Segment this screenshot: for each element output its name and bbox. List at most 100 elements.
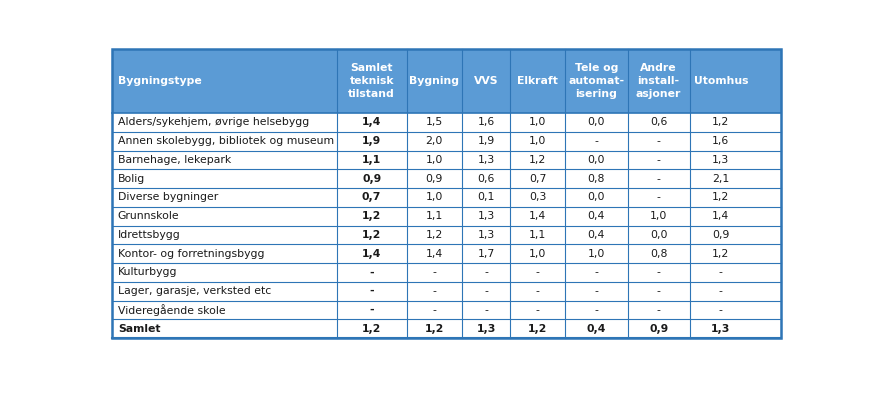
Text: 1,3: 1,3 <box>712 324 731 334</box>
Text: -: - <box>657 192 661 202</box>
Text: 1,9: 1,9 <box>362 136 381 146</box>
Text: -: - <box>719 305 723 315</box>
Text: 1,4: 1,4 <box>529 211 547 221</box>
Text: 0,0: 0,0 <box>588 155 605 165</box>
Text: 0,4: 0,4 <box>588 211 605 221</box>
Text: -: - <box>657 286 661 296</box>
Text: 0,1: 0,1 <box>477 192 494 202</box>
Text: -: - <box>536 305 540 315</box>
Text: 0,6: 0,6 <box>650 118 667 128</box>
Text: 1,7: 1,7 <box>477 249 494 259</box>
Bar <box>112 132 781 150</box>
Text: 0,4: 0,4 <box>588 230 605 240</box>
Text: Tele og
automat-
isering: Tele og automat- isering <box>569 63 624 99</box>
Text: 0,9: 0,9 <box>649 324 668 334</box>
Text: 1,6: 1,6 <box>712 136 730 146</box>
Text: Idrettsbygg: Idrettsbygg <box>118 230 181 240</box>
Text: Barnehage, lekepark: Barnehage, lekepark <box>118 155 231 165</box>
Text: -: - <box>484 305 488 315</box>
Text: 0,9: 0,9 <box>426 174 443 184</box>
Text: Andre
install-
asjoner: Andre install- asjoner <box>636 63 681 99</box>
Text: 1,0: 1,0 <box>529 136 547 146</box>
Text: 1,5: 1,5 <box>426 118 443 128</box>
Text: -: - <box>433 305 436 315</box>
Text: 1,3: 1,3 <box>476 324 495 334</box>
Text: -: - <box>370 286 374 296</box>
Text: -: - <box>719 267 723 278</box>
Text: 1,0: 1,0 <box>426 192 443 202</box>
Text: -: - <box>536 267 540 278</box>
Text: 1,2: 1,2 <box>528 324 548 334</box>
Text: 0,4: 0,4 <box>587 324 606 334</box>
Text: Elkraft: Elkraft <box>517 76 558 86</box>
Text: Diverse bygninger: Diverse bygninger <box>118 192 218 202</box>
Text: Grunnskole: Grunnskole <box>118 211 180 221</box>
Text: Samlet: Samlet <box>118 324 160 334</box>
Text: 1,4: 1,4 <box>362 249 381 259</box>
Text: 0,3: 0,3 <box>529 192 547 202</box>
Text: -: - <box>595 286 598 296</box>
Text: 0,8: 0,8 <box>588 174 605 184</box>
Text: -: - <box>657 155 661 165</box>
Text: VVS: VVS <box>473 76 498 86</box>
Bar <box>112 150 781 169</box>
Text: 1,4: 1,4 <box>712 211 730 221</box>
Text: 1,2: 1,2 <box>712 118 730 128</box>
Text: -: - <box>657 267 661 278</box>
Text: -: - <box>657 174 661 184</box>
Text: 1,0: 1,0 <box>588 249 605 259</box>
Text: 1,2: 1,2 <box>712 249 730 259</box>
Text: 0,9: 0,9 <box>362 174 381 184</box>
Text: 1,1: 1,1 <box>529 230 547 240</box>
Text: 1,2: 1,2 <box>712 192 730 202</box>
Text: 1,0: 1,0 <box>529 249 547 259</box>
Text: -: - <box>370 267 374 278</box>
Text: Alders/sykehjem, øvrige helsebygg: Alders/sykehjem, øvrige helsebygg <box>118 118 309 128</box>
Text: 0,7: 0,7 <box>362 192 381 202</box>
Text: 1,3: 1,3 <box>712 155 730 165</box>
Text: -: - <box>657 305 661 315</box>
Text: -: - <box>657 136 661 146</box>
Text: 1,4: 1,4 <box>362 118 381 128</box>
Text: 1,2: 1,2 <box>362 230 381 240</box>
Text: Videregående skole: Videregående skole <box>118 304 225 316</box>
Text: 1,2: 1,2 <box>362 211 381 221</box>
Bar <box>112 113 781 132</box>
Text: Annen skolebygg, bibliotek og museum: Annen skolebygg, bibliotek og museum <box>118 136 334 146</box>
Bar <box>112 244 781 263</box>
Text: 0,0: 0,0 <box>588 192 605 202</box>
Bar <box>112 169 781 188</box>
Text: 1,6: 1,6 <box>477 118 494 128</box>
Text: -: - <box>433 286 436 296</box>
Text: 1,9: 1,9 <box>477 136 494 146</box>
Text: 0,6: 0,6 <box>477 174 494 184</box>
Bar <box>112 226 781 244</box>
Bar <box>112 282 781 301</box>
Text: Bolig: Bolig <box>118 174 145 184</box>
Text: -: - <box>595 305 598 315</box>
Text: 1,3: 1,3 <box>477 230 494 240</box>
Text: -: - <box>433 267 436 278</box>
Text: Bygning: Bygning <box>409 76 460 86</box>
Text: 1,0: 1,0 <box>426 155 443 165</box>
Text: -: - <box>484 286 488 296</box>
Text: -: - <box>719 286 723 296</box>
Text: Samlet
teknisk
tilstand: Samlet teknisk tilstand <box>348 63 395 99</box>
Bar <box>112 188 781 207</box>
Text: 1,2: 1,2 <box>529 155 547 165</box>
Bar <box>112 319 781 338</box>
Text: Lager, garasje, verksted etc: Lager, garasje, verksted etc <box>118 286 271 296</box>
Bar <box>112 207 781 226</box>
Text: 1,4: 1,4 <box>426 249 443 259</box>
Text: 0,0: 0,0 <box>588 118 605 128</box>
Text: -: - <box>595 267 598 278</box>
Text: 1,0: 1,0 <box>529 118 547 128</box>
Text: -: - <box>536 286 540 296</box>
Text: -: - <box>484 267 488 278</box>
Text: 1,3: 1,3 <box>477 211 494 221</box>
Text: 0,7: 0,7 <box>529 174 547 184</box>
Bar <box>112 263 781 282</box>
Text: 0,0: 0,0 <box>650 230 667 240</box>
Text: 2,0: 2,0 <box>426 136 443 146</box>
Text: -: - <box>370 305 374 315</box>
